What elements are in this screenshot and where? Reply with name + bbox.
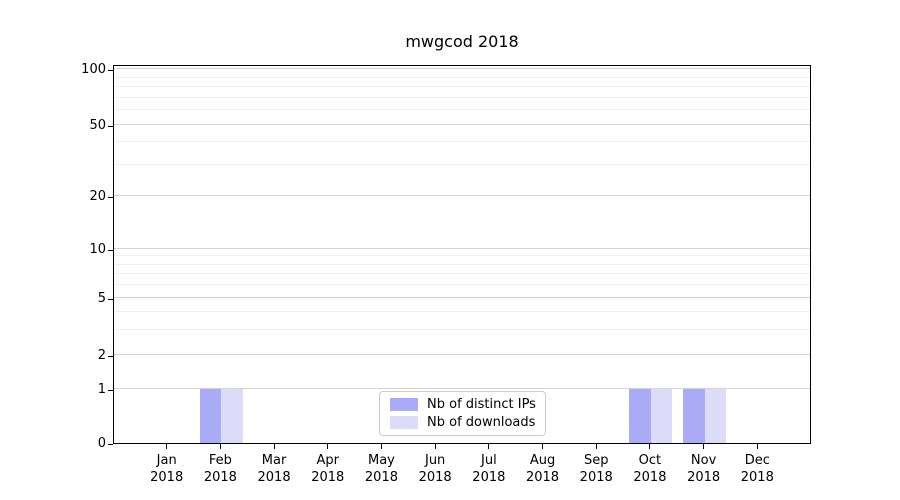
x-tick-year: 2018 xyxy=(418,470,452,485)
minor-gridline xyxy=(114,109,810,111)
x-tick-month: Sep xyxy=(583,453,609,468)
y-tick-mark xyxy=(108,390,113,391)
x-tick-mark xyxy=(595,444,597,449)
x-tick-mark xyxy=(219,444,221,449)
x-tick-label: Sep 2018 xyxy=(560,452,632,486)
minor-gridline xyxy=(114,328,810,330)
legend-swatch-distinct-ips xyxy=(390,398,418,411)
minor-gridline xyxy=(114,76,810,78)
x-tick-month: May xyxy=(368,453,395,468)
major-gridline xyxy=(114,248,810,249)
x-tick-label: Feb 2018 xyxy=(184,452,256,486)
major-gridline xyxy=(114,388,810,389)
x-tick-mark xyxy=(542,444,544,449)
x-tick-month: Jul xyxy=(481,453,497,468)
y-tick-label: 1 xyxy=(97,382,106,397)
x-tick-year: 2018 xyxy=(525,470,560,485)
major-gridline xyxy=(114,124,810,125)
y-tick-label: 50 xyxy=(89,118,106,133)
x-tick-year: 2018 xyxy=(150,470,184,485)
y-tick-mark xyxy=(108,250,113,251)
x-tick-month: Feb xyxy=(208,453,232,468)
x-tick-month: Dec xyxy=(744,453,770,468)
x-tick-month: Oct xyxy=(638,453,662,468)
x-tick-year: 2018 xyxy=(203,470,237,485)
legend: Nb of distinct IPs Nb of downloads xyxy=(379,391,546,436)
minor-gridline xyxy=(114,163,810,165)
x-tick-year: 2018 xyxy=(472,470,506,485)
major-gridline xyxy=(114,354,810,355)
y-tick-label: 20 xyxy=(89,189,106,204)
x-tick-mark xyxy=(273,444,275,449)
legend-label-downloads: Nb of downloads xyxy=(427,415,536,430)
y-tick-mark xyxy=(108,444,113,445)
x-tick-month: Apr xyxy=(316,453,340,468)
x-tick-year: 2018 xyxy=(633,470,667,485)
y-tick-mark xyxy=(108,356,113,357)
y-tick-mark xyxy=(108,197,113,198)
x-tick-label: Jan 2018 xyxy=(131,452,203,486)
x-tick-year: 2018 xyxy=(311,470,345,485)
bar-downloads-nov xyxy=(704,389,727,443)
x-tick-mark xyxy=(649,444,651,449)
x-tick-label: Nov 2018 xyxy=(668,452,740,486)
x-tick-label: Apr 2018 xyxy=(292,452,364,486)
x-tick-mark xyxy=(166,444,168,449)
x-tick-label: Oct 2018 xyxy=(614,452,686,486)
x-tick-mark xyxy=(327,444,329,449)
x-tick-year: 2018 xyxy=(257,470,291,485)
chart-title: mwgcod 2018 xyxy=(405,32,519,51)
x-tick-label: Jul 2018 xyxy=(453,452,525,486)
y-tick-label: 0 xyxy=(97,436,106,451)
plot-area: Nb of distinct IPs Nb of downloads xyxy=(113,65,811,444)
x-tick-label: May 2018 xyxy=(345,452,417,486)
x-tick-month: Mar xyxy=(261,453,287,468)
x-tick-year: 2018 xyxy=(364,470,398,485)
minor-gridline xyxy=(114,96,810,98)
minor-gridline xyxy=(114,255,810,257)
major-gridline xyxy=(114,297,810,298)
bar-distinct-ips-feb xyxy=(199,389,222,443)
x-tick-month: Jun xyxy=(424,453,446,468)
minor-gridline xyxy=(114,263,810,265)
y-tick-label: 100 xyxy=(81,62,106,77)
x-tick-label: Dec 2018 xyxy=(721,452,793,486)
x-tick-month: Aug xyxy=(529,453,556,468)
minor-gridline xyxy=(114,310,810,312)
y-tick-mark xyxy=(108,70,113,71)
bar-distinct-ips-oct xyxy=(629,389,651,443)
legend-row-distinct-ips: Nb of distinct IPs xyxy=(390,397,538,412)
x-tick-year: 2018 xyxy=(687,470,721,485)
bar-downloads-feb xyxy=(221,389,243,443)
y-tick-mark xyxy=(108,126,113,127)
x-tick-label: Aug 2018 xyxy=(507,452,579,486)
major-gridline xyxy=(114,68,810,69)
minor-gridline xyxy=(114,86,810,88)
bar-downloads-oct xyxy=(650,389,673,443)
major-gridline xyxy=(114,195,810,196)
x-tick-year: 2018 xyxy=(740,470,774,485)
x-tick-mark xyxy=(434,444,436,449)
minor-gridline xyxy=(114,284,810,286)
legend-row-downloads: Nb of downloads xyxy=(390,415,538,430)
legend-swatch-downloads xyxy=(390,416,418,429)
minor-gridline xyxy=(114,273,810,275)
x-tick-label: Jun 2018 xyxy=(399,452,471,486)
x-tick-year: 2018 xyxy=(579,470,613,485)
y-tick-label: 5 xyxy=(97,291,106,306)
x-tick-mark xyxy=(756,444,758,449)
legend-label-distinct-ips: Nb of distinct IPs xyxy=(427,397,536,412)
x-tick-month: Jan xyxy=(156,453,177,468)
x-tick-mark xyxy=(703,444,705,449)
x-tick-mark xyxy=(380,444,382,449)
y-tick-label: 2 xyxy=(97,348,106,363)
y-tick-label: 10 xyxy=(89,242,106,257)
y-tick-mark xyxy=(108,299,113,300)
x-tick-month: Nov xyxy=(690,453,717,468)
bar-distinct-ips-nov xyxy=(683,389,705,443)
x-tick-mark xyxy=(488,444,490,449)
minor-gridline xyxy=(114,141,810,143)
x-tick-label: Mar 2018 xyxy=(238,452,310,486)
